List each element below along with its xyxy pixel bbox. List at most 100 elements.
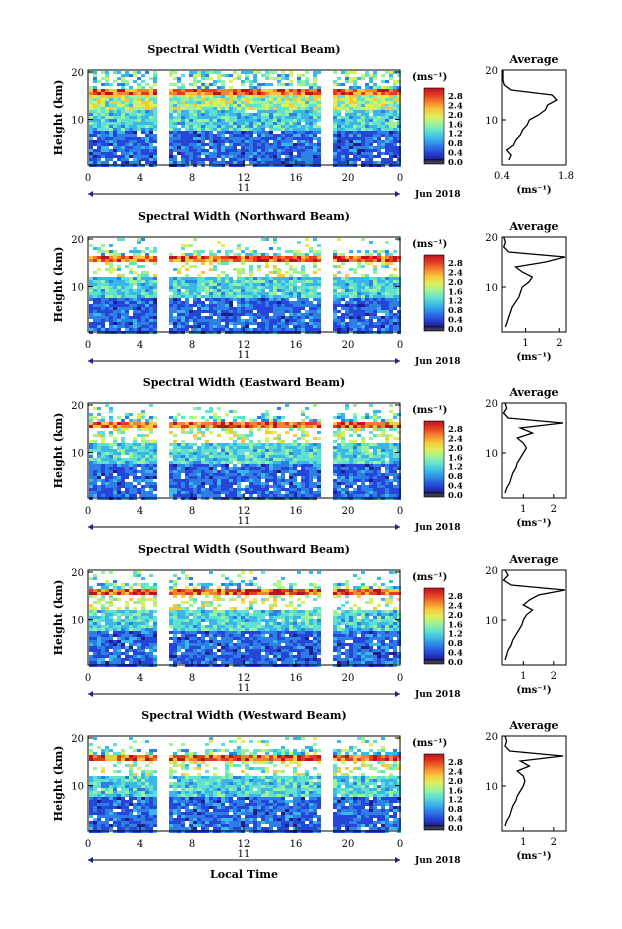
heatmap-cell xyxy=(141,119,145,122)
heatmap-cell xyxy=(377,116,381,119)
heatmap-cell xyxy=(249,461,253,464)
heatmap-cell xyxy=(349,80,353,83)
heatmap-cell xyxy=(109,158,113,161)
heatmap-cell xyxy=(257,158,261,161)
heatmap-cell xyxy=(341,449,345,452)
heatmap-cell xyxy=(385,455,389,458)
heatmap-cell xyxy=(369,95,373,98)
heatmap-cell xyxy=(229,146,233,149)
heatmap-cell xyxy=(293,292,297,295)
heatmap-cell xyxy=(229,101,233,104)
heatmap-cell xyxy=(105,476,109,479)
heatmap-cell xyxy=(185,328,189,331)
heatmap-cell xyxy=(93,74,97,77)
heatmap-cell xyxy=(237,107,241,110)
heatmap-cell xyxy=(181,116,185,119)
heatmap-cell xyxy=(213,116,217,119)
heatmap-cell xyxy=(113,137,117,140)
heatmap-cell xyxy=(297,83,301,86)
heatmap-cell xyxy=(357,116,361,119)
heatmap-cell xyxy=(217,89,221,92)
heatmap-cell xyxy=(197,74,201,77)
heatmap-cell xyxy=(365,458,369,461)
heatmap-cell xyxy=(273,92,277,95)
heatmap-cell xyxy=(221,428,225,431)
heatmap-cell xyxy=(145,307,149,310)
heatmap-cell xyxy=(257,452,261,455)
heatmap-cell xyxy=(181,140,185,143)
heatmap-cell xyxy=(257,286,261,289)
heatmap-cell xyxy=(389,316,393,319)
heatmap-cell xyxy=(209,280,213,283)
heatmap-cell xyxy=(337,437,341,440)
heatmap-cell xyxy=(309,152,313,155)
heatmap-cell xyxy=(309,301,313,304)
heatmap-cell xyxy=(189,146,193,149)
heatmap-cell xyxy=(297,295,301,298)
heatmap-cell xyxy=(181,158,185,161)
heatmap-cell xyxy=(257,328,261,331)
heatmap-cell xyxy=(393,128,397,131)
heatmap-cell xyxy=(185,280,189,283)
heatmap-cell xyxy=(237,437,241,440)
heatmap-cell xyxy=(117,425,121,428)
heatmap-cell xyxy=(313,92,317,95)
heatmap-cell xyxy=(381,449,385,452)
heatmap-cell xyxy=(173,89,177,92)
heatmap-cell xyxy=(393,259,397,262)
heatmap-cell xyxy=(185,464,189,467)
heatmap-cell xyxy=(153,446,157,449)
heatmap-cell xyxy=(177,119,181,122)
heatmap-cell xyxy=(213,146,217,149)
heatmap-cell xyxy=(261,110,265,113)
heatmap-cell xyxy=(149,295,153,298)
heatmap-cell xyxy=(333,98,337,101)
heatmap-cell xyxy=(121,86,125,89)
heatmap-cell xyxy=(89,149,93,152)
heatmap-cell xyxy=(229,98,233,101)
heatmap-cell xyxy=(233,473,237,476)
heatmap-cell xyxy=(217,71,221,74)
heatmap-cell xyxy=(265,428,269,431)
heatmap-cell xyxy=(101,425,105,428)
heatmap-cell xyxy=(117,137,121,140)
heatmap-cell xyxy=(217,286,221,289)
heatmap-cell xyxy=(197,92,201,95)
heatmap-cell xyxy=(273,140,277,143)
heatmap-cell xyxy=(345,301,349,304)
heatmap-cell xyxy=(217,140,221,143)
heatmap-cell xyxy=(205,307,209,310)
heatmap-cell xyxy=(133,101,137,104)
heatmap-cells xyxy=(89,71,401,167)
heatmap-cell xyxy=(297,437,301,440)
heatmap-cell xyxy=(249,268,253,271)
heatmap-cell xyxy=(397,128,401,131)
heatmap-cell xyxy=(193,265,197,268)
heatmap-cell xyxy=(93,292,97,295)
heatmap-cell xyxy=(105,319,109,322)
heatmap-cell xyxy=(177,467,181,470)
heatmap-cell xyxy=(393,250,397,253)
heatmap-cell xyxy=(185,458,189,461)
heatmap-cell xyxy=(305,116,309,119)
heatmap-cell xyxy=(381,250,385,253)
heatmap-cell xyxy=(333,310,337,313)
heatmap-cell xyxy=(93,119,97,122)
heatmap-cell xyxy=(105,101,109,104)
heatmap-cell xyxy=(173,455,177,458)
heatmap-cell xyxy=(173,155,177,158)
heatmap-cell xyxy=(201,146,205,149)
heatmap-cell xyxy=(305,470,309,473)
heatmap-cell xyxy=(205,283,209,286)
heatmap-cell xyxy=(149,425,153,428)
heatmap-cell xyxy=(149,473,153,476)
heatmap-cell xyxy=(349,113,353,116)
heatmap-cell xyxy=(305,328,309,331)
heatmap-cell xyxy=(117,461,121,464)
heatmap-cell xyxy=(137,149,141,152)
heatmap-cell xyxy=(369,149,373,152)
heatmap-cell xyxy=(185,422,189,425)
heatmap-cell xyxy=(153,110,157,113)
heatmap-cell xyxy=(365,98,369,101)
heatmap-cell xyxy=(365,473,369,476)
